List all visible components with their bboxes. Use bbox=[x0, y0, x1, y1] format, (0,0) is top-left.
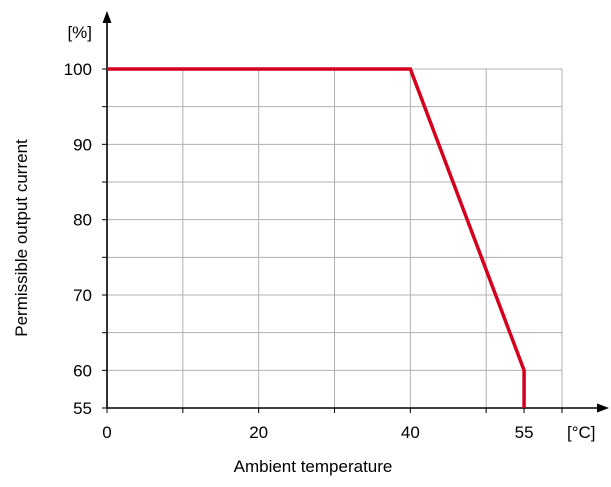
axes bbox=[102, 11, 609, 413]
y-tick-label: 55 bbox=[73, 399, 92, 418]
x-tick-label: 20 bbox=[249, 423, 268, 442]
y-tick-label: 70 bbox=[73, 286, 92, 305]
x-axis-arrow bbox=[597, 403, 609, 413]
series bbox=[107, 67, 526, 408]
y-axis-title: Permissible output current bbox=[12, 139, 31, 337]
grid bbox=[107, 68, 563, 408]
x-axis-title: Ambient temperature bbox=[234, 457, 393, 476]
x-unit-label: [°C] bbox=[567, 423, 596, 442]
x-tick-label: 55 bbox=[515, 423, 534, 442]
y-tick-label: 90 bbox=[73, 135, 92, 154]
x-tick-label: 0 bbox=[102, 423, 111, 442]
tick-labels: 0 20 40 55 55 60 70 80 90 100 bbox=[64, 60, 563, 442]
y-tick-label: 80 bbox=[73, 211, 92, 230]
y-unit-label: [%] bbox=[67, 23, 92, 42]
y-tick-label: 100 bbox=[64, 60, 92, 79]
y-axis-arrow bbox=[102, 11, 112, 23]
y-tick-label: 60 bbox=[73, 361, 92, 380]
series-line bbox=[107, 67, 526, 408]
x-tick-label: 40 bbox=[401, 423, 420, 442]
